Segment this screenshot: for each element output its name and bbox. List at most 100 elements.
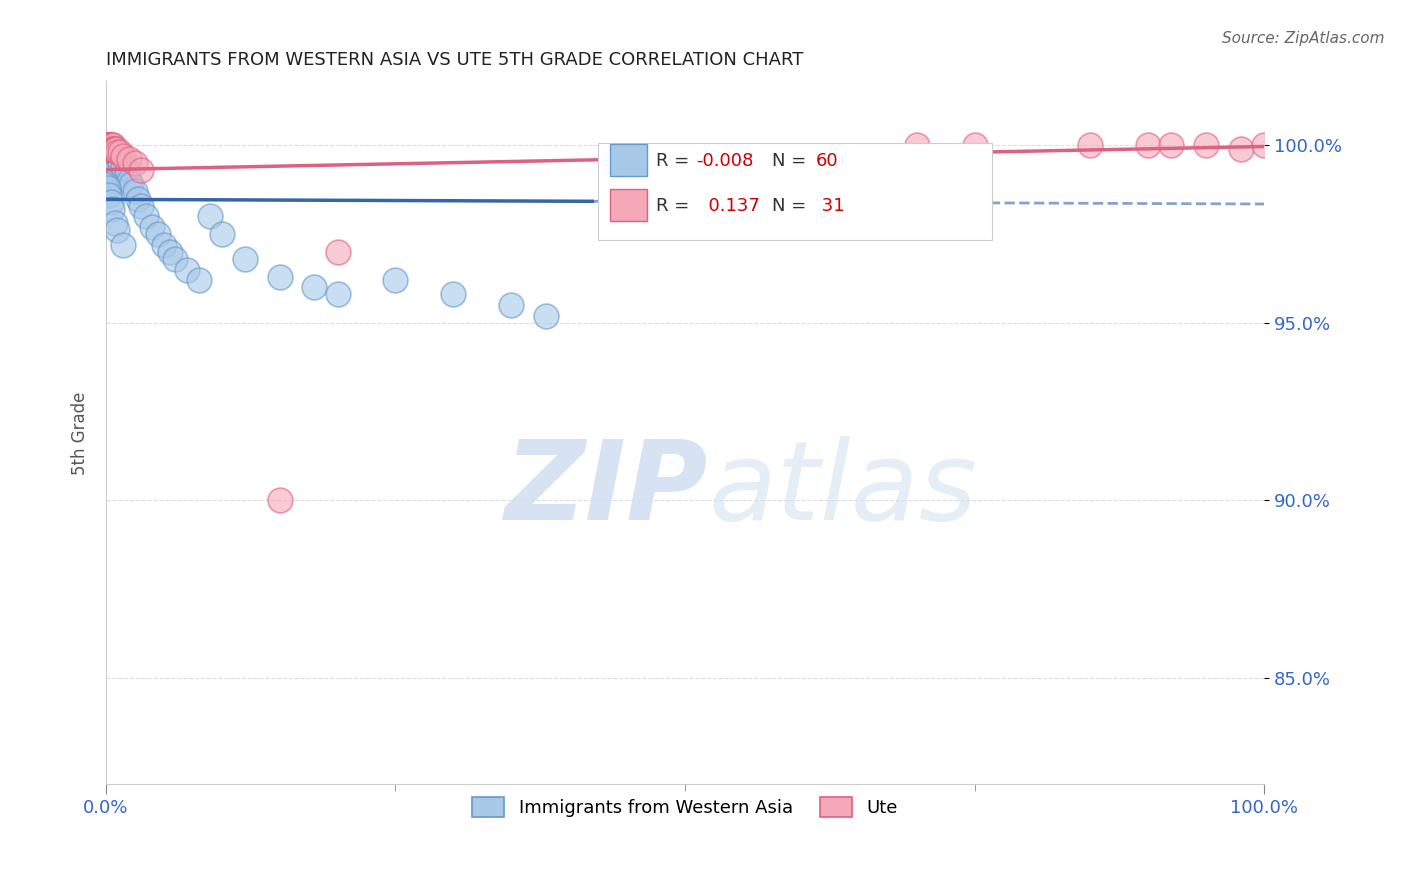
Point [97, 181, 120, 195]
Point [101, 142, 124, 156]
Point [441, 287, 464, 301]
Point [100, 142, 122, 156]
Point [233, 252, 256, 266]
Text: Source: ZipAtlas.com: Source: ZipAtlas.com [1222, 31, 1385, 46]
Point [103, 142, 125, 156]
Point [98, 163, 121, 178]
Point [105, 156, 128, 170]
Text: R =: R = [657, 197, 695, 215]
Point [1253, 138, 1275, 153]
Point [1160, 138, 1182, 153]
Point [269, 493, 291, 508]
Point [211, 227, 233, 241]
Point [105, 142, 128, 156]
Point [534, 309, 557, 323]
Text: R =: R = [657, 152, 695, 169]
Point [98, 153, 121, 167]
Point [1137, 138, 1160, 153]
Point [97, 138, 120, 153]
Point [100, 163, 122, 178]
Point [97, 160, 120, 174]
Point [103, 170, 125, 185]
Text: 31: 31 [815, 197, 845, 215]
Point [100, 138, 122, 153]
Point [176, 262, 198, 277]
Point [98, 145, 121, 160]
Point [1230, 142, 1253, 156]
Point [141, 219, 163, 234]
Point [98, 188, 121, 202]
Point [120, 178, 142, 192]
Point [104, 216, 127, 230]
Point [97, 149, 120, 163]
Point [326, 244, 349, 259]
Point [96, 138, 118, 153]
Point [112, 149, 135, 163]
Point [108, 145, 131, 160]
Point [198, 209, 221, 223]
Point [104, 153, 127, 167]
FancyBboxPatch shape [610, 189, 647, 221]
Point [384, 273, 406, 287]
Point [1078, 138, 1101, 153]
Point [96, 149, 118, 163]
FancyBboxPatch shape [598, 144, 991, 240]
Y-axis label: 5th Grade: 5th Grade [72, 392, 89, 475]
Point [107, 145, 129, 160]
Point [304, 280, 326, 294]
Point [129, 163, 152, 178]
Point [98, 142, 121, 156]
Point [115, 163, 138, 178]
Text: 60: 60 [815, 152, 838, 169]
Text: -0.008: -0.008 [696, 152, 754, 169]
Point [135, 209, 157, 223]
Point [112, 160, 135, 174]
Point [96, 138, 118, 153]
Point [96, 153, 118, 167]
Point [100, 202, 122, 217]
Point [100, 160, 122, 174]
Point [101, 138, 124, 153]
Point [326, 287, 349, 301]
Point [97, 142, 120, 156]
Point [108, 156, 131, 170]
Point [118, 174, 141, 188]
Point [501, 298, 523, 312]
Text: atlas: atlas [709, 435, 977, 542]
Point [103, 149, 125, 163]
Point [104, 142, 127, 156]
Point [129, 199, 152, 213]
Point [187, 273, 209, 287]
Text: N =: N = [772, 152, 811, 169]
Point [97, 145, 120, 160]
Point [101, 167, 124, 181]
FancyBboxPatch shape [610, 144, 647, 177]
Point [98, 138, 121, 153]
Point [107, 223, 129, 237]
Point [124, 185, 146, 199]
Point [107, 149, 129, 163]
Point [97, 138, 120, 153]
Point [1195, 138, 1218, 153]
Point [963, 138, 986, 153]
Point [96, 142, 118, 156]
Point [124, 156, 146, 170]
Point [269, 269, 291, 284]
Point [100, 138, 122, 153]
Point [127, 192, 149, 206]
Point [165, 252, 187, 266]
Point [118, 153, 141, 167]
Text: N =: N = [772, 197, 811, 215]
Point [100, 142, 122, 156]
Point [104, 174, 127, 188]
Point [159, 244, 181, 259]
Legend: Immigrants from Western Asia, Ute: Immigrants from Western Asia, Ute [464, 789, 905, 824]
Text: ZIP: ZIP [505, 435, 709, 542]
Point [100, 195, 122, 210]
Point [107, 153, 129, 167]
Point [98, 138, 121, 153]
Point [96, 142, 118, 156]
Point [112, 237, 135, 252]
Point [146, 227, 169, 241]
Point [905, 138, 928, 153]
